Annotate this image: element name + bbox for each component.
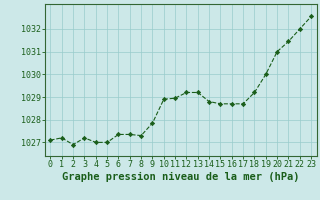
X-axis label: Graphe pression niveau de la mer (hPa): Graphe pression niveau de la mer (hPa) — [62, 172, 300, 182]
